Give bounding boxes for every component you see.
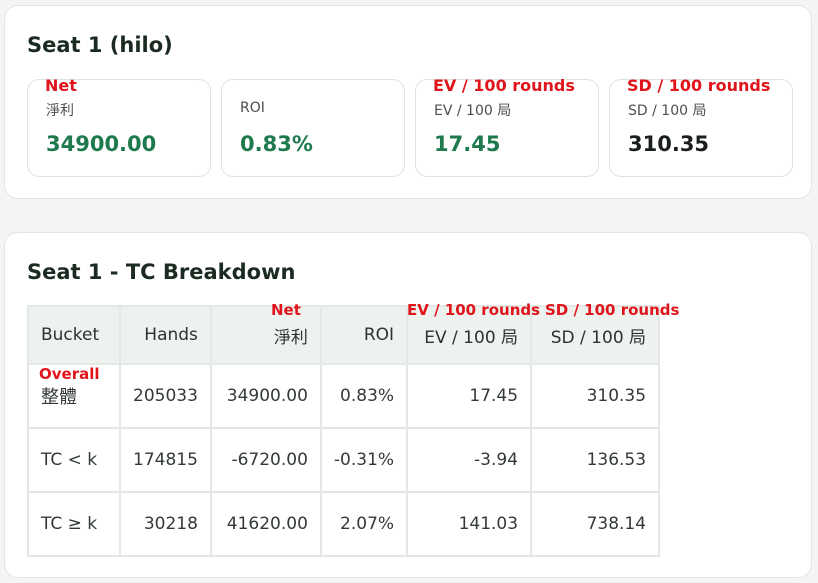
annotation-col-sd: SD / 100 rounds xyxy=(545,301,680,319)
col-header-roi: ROI xyxy=(319,305,409,365)
cell-bucket: TC < k xyxy=(27,427,121,493)
col-header-bucket: Bucket xyxy=(27,305,121,365)
cell-ev: -3.94 xyxy=(406,427,533,493)
table-row: TC ≥ k 30218 41620.00 2.07% 141.03 738.1… xyxy=(27,491,661,557)
annotation-sd: SD / 100 rounds xyxy=(627,76,771,95)
stat-label-roi: ROI xyxy=(240,100,265,116)
stat-label-sd: SD / 100 局 xyxy=(628,103,707,119)
seat-summary-card: Seat 1 (hilo) 淨利 34900.00 ROI 0.83% EV /… xyxy=(4,5,812,199)
cell-hands: 174815 xyxy=(119,427,212,493)
stat-label-net: 淨利 xyxy=(46,103,74,119)
col-header-ev: EV / 100 局 xyxy=(406,305,533,365)
breakdown-title: Seat 1 - TC Breakdown xyxy=(27,260,296,284)
cell-bucket: TC ≥ k xyxy=(27,491,121,557)
stat-value-roi: 0.83% xyxy=(240,132,313,156)
table-row: TC < k 174815 -6720.00 -0.31% -3.94 136.… xyxy=(27,427,661,493)
col-header-net: 淨利 xyxy=(209,305,322,365)
cell-sd: 738.14 xyxy=(530,491,661,557)
stat-value-sd: 310.35 xyxy=(628,132,710,156)
summary-title: Seat 1 (hilo) xyxy=(27,33,173,57)
cell-roi: 2.07% xyxy=(319,491,409,557)
cell-net: 34900.00 xyxy=(209,363,322,429)
tc-breakdown-table: Bucket Hands 淨利 ROI EV / 100 局 SD / 100 … xyxy=(27,305,661,557)
cell-net: 41620.00 xyxy=(209,491,322,557)
stat-value-net: 34900.00 xyxy=(46,132,157,156)
annotation-ev: EV / 100 rounds xyxy=(433,76,575,95)
cell-bucket: 整體 xyxy=(27,363,121,429)
tc-breakdown-card: Seat 1 - TC Breakdown Bucket Hands 淨利 RO… xyxy=(4,232,812,578)
annotation-row-overall: Overall xyxy=(39,365,100,383)
cell-sd: 136.53 xyxy=(530,427,661,493)
stat-card-ev: EV / 100 局 17.45 xyxy=(415,79,599,177)
cell-hands: 30218 xyxy=(119,491,212,557)
table-header-row: Bucket Hands 淨利 ROI EV / 100 局 SD / 100 … xyxy=(27,305,661,365)
cell-net: -6720.00 xyxy=(209,427,322,493)
col-header-sd: SD / 100 局 xyxy=(530,305,661,365)
cell-ev: 17.45 xyxy=(406,363,533,429)
cell-ev: 141.03 xyxy=(406,491,533,557)
annotation-net: Net xyxy=(45,76,77,95)
cell-hands: 205033 xyxy=(119,363,212,429)
cell-sd: 310.35 xyxy=(530,363,661,429)
stat-label-ev: EV / 100 局 xyxy=(434,103,512,119)
cell-roi: 0.83% xyxy=(319,363,409,429)
cell-roi: -0.31% xyxy=(319,427,409,493)
stat-card-net: 淨利 34900.00 xyxy=(27,79,211,177)
annotation-col-ev: EV / 100 rounds xyxy=(407,301,541,319)
stat-card-roi: ROI 0.83% xyxy=(221,79,405,177)
table-row: 整體 205033 34900.00 0.83% 17.45 310.35 xyxy=(27,363,661,429)
annotation-col-net: Net xyxy=(271,301,301,319)
col-header-hands: Hands xyxy=(119,305,212,365)
stat-value-ev: 17.45 xyxy=(434,132,501,156)
stat-card-sd: SD / 100 局 310.35 xyxy=(609,79,793,177)
